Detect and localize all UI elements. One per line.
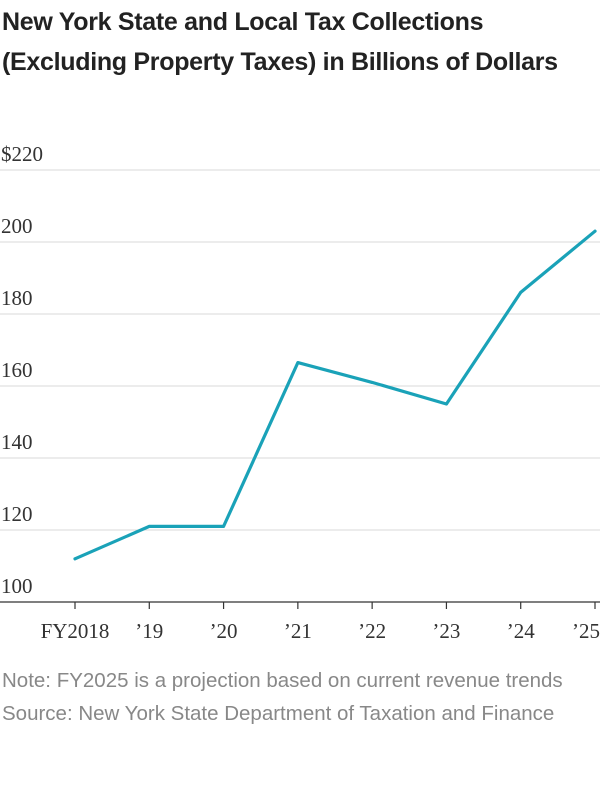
chart-notes: Note: FY2025 is a projection based on cu… xyxy=(2,664,596,730)
data-point xyxy=(73,557,77,561)
data-point xyxy=(593,229,597,233)
data-point xyxy=(445,402,448,406)
y-tick-label: $220 xyxy=(1,142,43,166)
y-tick-label: 120 xyxy=(1,502,33,526)
x-tick-label: ’22 xyxy=(358,619,386,643)
x-tick-label: ’19 xyxy=(135,619,163,643)
y-tick-label: 160 xyxy=(1,358,33,382)
data-point xyxy=(147,525,151,528)
y-tick-label: 200 xyxy=(1,214,33,238)
source-text: Source: New York State Department of Tax… xyxy=(2,702,555,725)
line-chart: 100 120 140 160 180 200 $220 FY2018 ’19 ’20 ’21 ’2… xyxy=(0,142,600,643)
x-tick-label: ’25 xyxy=(572,619,600,643)
y-tick-label: 100 xyxy=(1,574,33,598)
x-tick-label: ’20 xyxy=(210,619,238,643)
x-tick-label: ’23 xyxy=(432,619,460,643)
data-point xyxy=(370,381,374,384)
chart-title: New York State and Local Tax Collections… xyxy=(2,8,558,76)
x-tick-label: ’24 xyxy=(507,619,535,643)
y-tick-label: 180 xyxy=(1,286,33,310)
x-axis: FY2018 ’19 ’20 ’21 ’22 ’23 ’24 ’25 xyxy=(41,602,600,643)
data-point xyxy=(519,291,523,294)
note-text: Note: FY2025 is a projection based on cu… xyxy=(2,669,563,692)
data-point xyxy=(222,525,225,528)
x-tick-label: ’21 xyxy=(284,619,312,643)
series xyxy=(73,229,597,561)
series-line xyxy=(73,229,597,561)
gridlines xyxy=(0,169,600,603)
y-axis-labels: 100 120 140 160 180 200 $220 xyxy=(1,142,43,598)
data-point xyxy=(296,361,300,364)
y-tick-label: 140 xyxy=(1,430,33,454)
x-tick-label: FY2018 xyxy=(41,619,110,643)
